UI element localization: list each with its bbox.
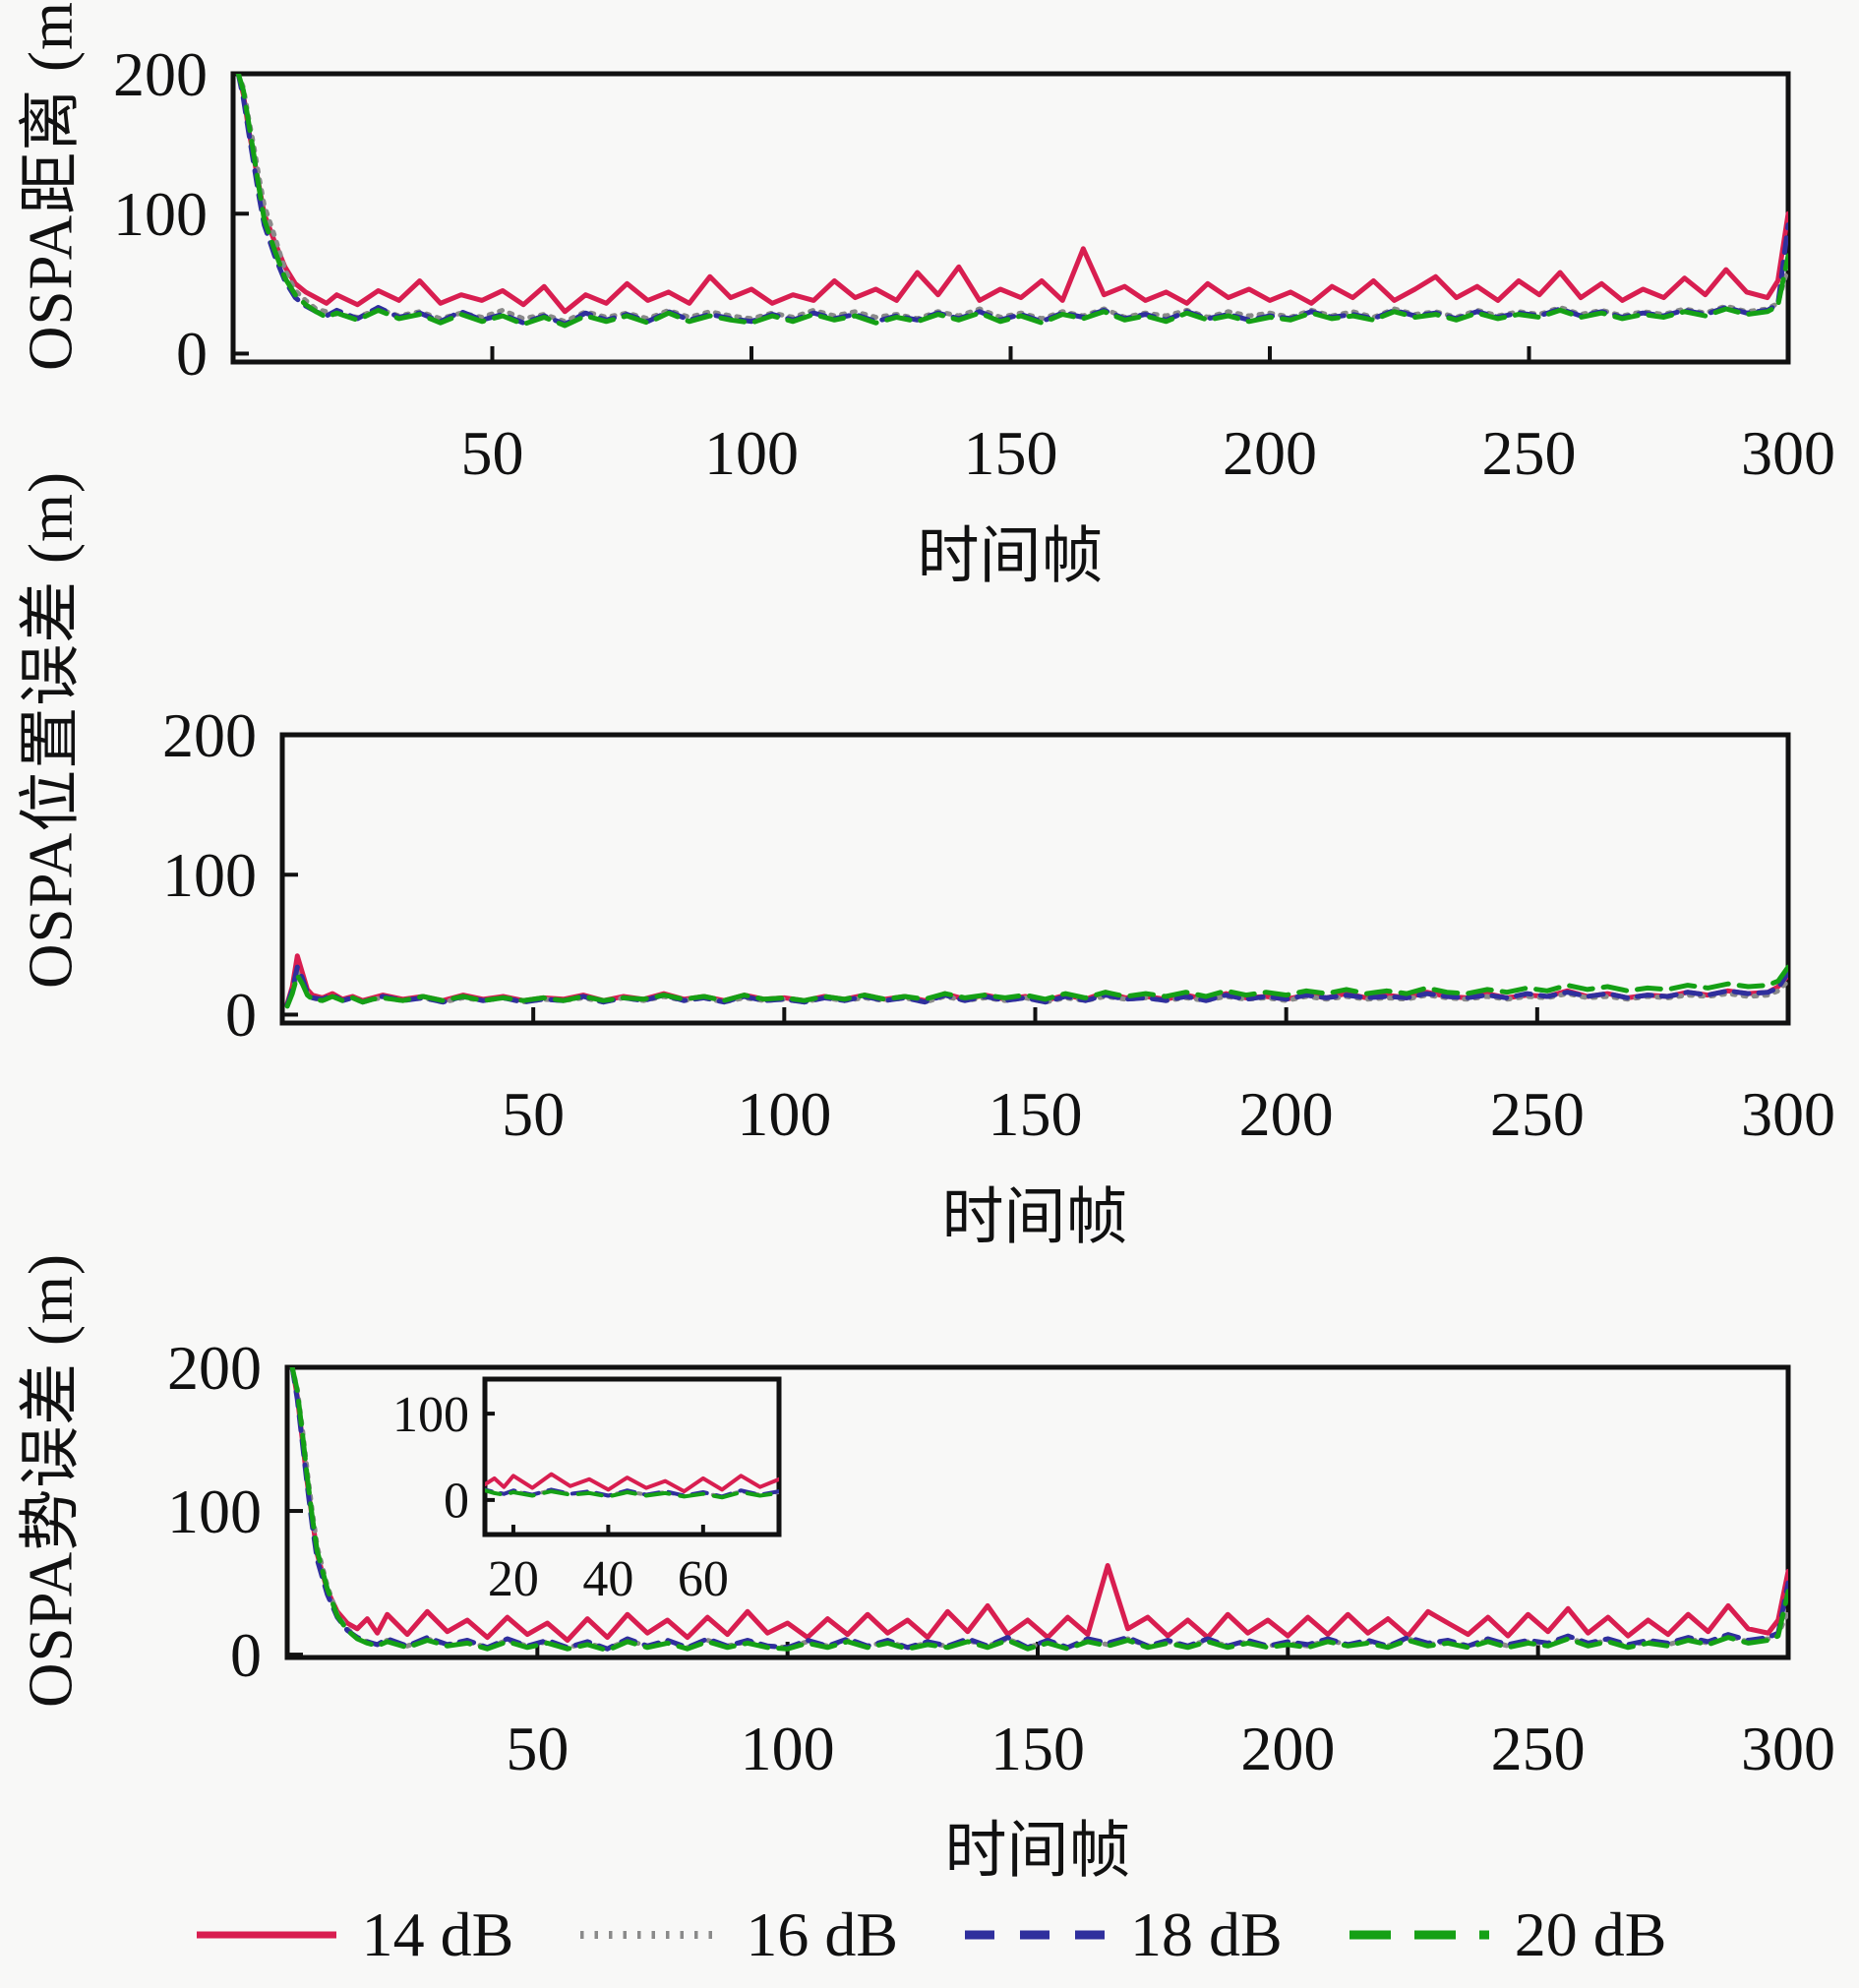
x-tick-label: 200 [1239, 1079, 1334, 1149]
x-tick-label: 250 [1491, 1714, 1586, 1783]
axis-box [279, 732, 1791, 1026]
y-tick-label: 200 [167, 1333, 262, 1403]
y-tick-label: 0 [230, 1620, 262, 1690]
chart-ospa-position-error: 50 100 150 200 250 300 0 100 200 [162, 700, 1835, 1149]
series-line-18-db [485, 1487, 779, 1499]
legend: 14 dB 16 dB 18 dB 20 dB [0, 1891, 1859, 1979]
x-tick-label: 300 [1741, 1079, 1835, 1149]
x-axis-label-time-frame-1: 时间帧 [917, 521, 1104, 591]
legend-line-14db-icon [196, 1931, 336, 1939]
x-axis-label-time-frame-3: 时间帧 [944, 1816, 1131, 1886]
series-line-14-db [485, 1472, 779, 1494]
series-line-14-db [235, 74, 1788, 315]
x-tick-label: 150 [989, 1079, 1083, 1149]
y-tick-label: 0 [444, 1474, 469, 1530]
x-tick-label: 60 [678, 1551, 729, 1607]
x-axis-label-time-frame-2: 时间帧 [941, 1182, 1128, 1252]
legend-line-16db-icon [580, 1931, 721, 1939]
chart-ospa-distance: 50 100 150 200 250 300 0 100 200 [113, 39, 1835, 488]
x-tick-label: 50 [502, 1079, 565, 1149]
series-line-18-db [235, 74, 1788, 328]
series-line-16-db [485, 1487, 779, 1499]
series-line-16-db [235, 74, 1788, 325]
x-tick-label: 100 [737, 1079, 831, 1149]
x-tick-label: 150 [990, 1714, 1085, 1783]
x-tick-label: 250 [1482, 418, 1577, 488]
series-line-20-db [485, 1487, 779, 1500]
legend-label-14db: 14 dB [361, 1899, 514, 1969]
y-tick-label: 100 [392, 1387, 469, 1443]
x-tick-label: 200 [1240, 1714, 1335, 1783]
chart-ospa-cardinality-error: 50 100 150 200 250 300 0 100 200 20 40 60 0 100 [167, 1333, 1835, 1783]
x-tick-label: 50 [461, 418, 524, 488]
x-tick-label: 300 [1741, 418, 1835, 488]
y-tick-label: 200 [113, 39, 208, 109]
series-line-20-db [284, 964, 1788, 1009]
series-line-20-db [235, 74, 1788, 329]
x-tick-label: 40 [582, 1551, 633, 1607]
y-tick-label: 100 [162, 840, 257, 910]
legend-label-16db: 16 dB [746, 1899, 898, 1969]
legend-label-18db: 18 dB [1130, 1899, 1283, 1969]
x-tick-label: 150 [964, 418, 1058, 488]
legend-line-20db-icon [1349, 1930, 1489, 1940]
y-tick-label: 0 [225, 980, 257, 1050]
series-line-18-db [289, 1367, 1788, 1652]
x-tick-label: 20 [488, 1551, 539, 1607]
axis-box [482, 1376, 782, 1537]
y-tick-label: 100 [167, 1476, 262, 1546]
x-tick-label: 100 [741, 1714, 835, 1783]
legend-item-20db: 20 dB [1346, 1898, 1667, 1971]
legend-line-18db-icon [965, 1930, 1105, 1940]
legend-item-18db: 18 dB [961, 1898, 1283, 1971]
y-tick-label: 100 [113, 179, 208, 249]
x-tick-label: 250 [1490, 1079, 1585, 1149]
x-tick-label: 300 [1741, 1714, 1835, 1783]
x-tick-label: 200 [1223, 418, 1317, 488]
legend-label-20db: 20 dB [1514, 1899, 1667, 1969]
y-tick-label: 0 [176, 319, 208, 389]
x-tick-label: 50 [506, 1714, 569, 1783]
y-tick-label: 200 [162, 700, 257, 770]
x-tick-label: 100 [704, 418, 799, 488]
legend-item-14db: 14 dB [193, 1898, 514, 1971]
series-line-20-db [289, 1367, 1788, 1654]
series-line-14-db [289, 1367, 1788, 1643]
legend-item-16db: 16 dB [576, 1898, 898, 1971]
